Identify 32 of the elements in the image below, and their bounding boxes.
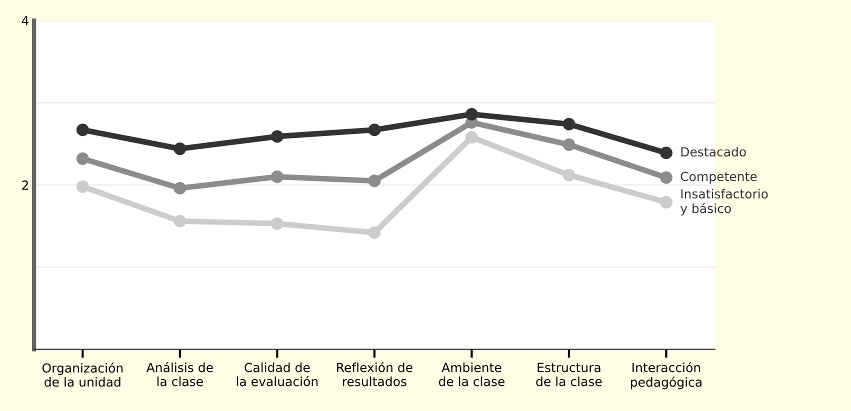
point: [562, 118, 576, 130]
y-tick-label: 4: [22, 16, 28, 26]
point: [270, 130, 284, 143]
point: [76, 180, 89, 193]
point: [465, 108, 478, 121]
point: [76, 152, 89, 165]
series-label: Destacado: [681, 146, 746, 157]
x-tick-label: Reflexión de resultados: [337, 362, 412, 386]
series-label: Insatisfactorio y básico: [680, 188, 768, 216]
x-tick-label: Análisis de la clase: [146, 362, 213, 386]
point: [174, 182, 186, 194]
point: [660, 171, 672, 184]
y-tick-label: 2: [22, 180, 28, 190]
point: [368, 174, 381, 188]
point: [174, 214, 186, 228]
point: [174, 142, 186, 156]
point: [368, 226, 381, 239]
x-tick-label: Calidad de la evaluación: [236, 362, 318, 386]
point: [562, 168, 576, 182]
x-tick-label: Organización de la unidad: [42, 362, 123, 387]
point: [368, 124, 381, 136]
point: [76, 124, 89, 136]
point: [660, 146, 672, 160]
x-tick-label: Interacción pedagógica: [630, 362, 702, 390]
series-label: Competente: [680, 172, 757, 184]
point: [562, 138, 576, 151]
x-tick-label: Ambiente de la clase: [438, 362, 504, 386]
x-tick-label: Estructura de la clase: [536, 362, 602, 386]
point: [270, 170, 284, 183]
point: [465, 131, 478, 144]
point: [660, 196, 672, 208]
point: [270, 217, 284, 230]
